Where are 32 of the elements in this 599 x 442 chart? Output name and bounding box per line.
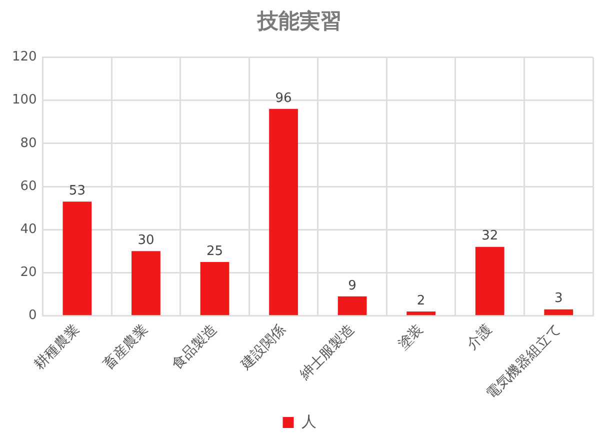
data-label: 96 <box>275 90 292 106</box>
data-label: 2 <box>416 293 426 308</box>
x-tick-label: 畜産農業 <box>100 321 152 373</box>
x-tick-label: 介護 <box>464 322 496 353</box>
bar <box>544 309 574 316</box>
bar <box>200 262 230 316</box>
x-tick-label: 塗装 <box>395 322 426 353</box>
y-tick-label: 40 <box>20 222 37 237</box>
bar <box>269 108 298 316</box>
y-tick-label: 80 <box>20 136 37 151</box>
bar <box>475 246 504 316</box>
bar <box>132 251 160 316</box>
bar <box>406 312 436 316</box>
x-tick-label: 耕種農業 <box>32 322 83 373</box>
x-tick-label: 紳士服製造 <box>296 322 358 384</box>
y-tick-label: 100 <box>12 92 37 108</box>
y-tick-label: 60 <box>20 178 37 194</box>
data-label: 53 <box>68 183 86 198</box>
x-tick-label: 食品製造 <box>169 322 220 373</box>
x-tick-label: 建設関係 <box>237 322 289 374</box>
data-label: 30 <box>138 233 154 248</box>
y-tick-label: 120 <box>12 50 37 65</box>
data-label: 32 <box>482 228 498 244</box>
bar <box>338 296 367 316</box>
y-tick-label: 20 <box>20 265 37 280</box>
data-label: 9 <box>348 278 356 294</box>
data-label: 3 <box>554 291 563 306</box>
bar <box>62 202 92 316</box>
y-tick-label: 0 <box>28 308 37 324</box>
legend-label: 人 <box>301 412 316 430</box>
data-label: 25 <box>206 244 224 259</box>
chart-title: 技能実習 <box>256 9 342 34</box>
